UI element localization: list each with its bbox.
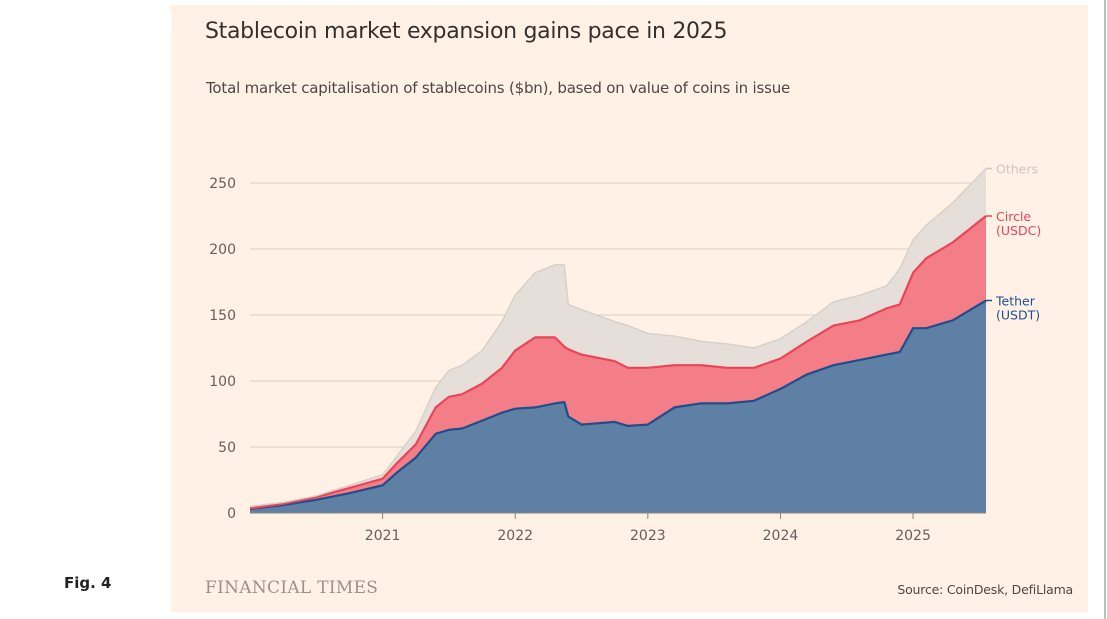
y-tick-label-50: 50 xyxy=(218,440,236,456)
x-axis: 2021 2022 2023 2024 2025 xyxy=(250,512,986,544)
chart-subtitle: Total market capitalisation of stablecoi… xyxy=(206,79,791,97)
series-labels: Tether(USDT) Circle(USDC) Others xyxy=(986,161,1041,322)
area-tether xyxy=(250,300,986,513)
chart-title: Stablecoin market expansion gains pace i… xyxy=(205,19,728,44)
area-layers xyxy=(250,168,986,513)
page-divider xyxy=(1104,0,1106,619)
y-tick-label-0: 0 xyxy=(227,506,236,522)
series-label-others: Others xyxy=(996,161,1038,176)
x-tick-label-2025: 2025 xyxy=(895,528,931,544)
y-axis: 0 50 100 150 200 250 xyxy=(209,176,236,522)
y-tick-label-250: 250 xyxy=(209,176,236,192)
stacked-area-chart: 2021 2022 2023 2024 2025 0 50 100 150 200 250 Tet… xyxy=(209,161,1041,544)
series-label-tether: Tether xyxy=(995,293,1036,308)
chart-panel: Stablecoin market expansion gains pace i… xyxy=(171,5,1088,612)
figure-label: Fig. 4 xyxy=(64,574,112,592)
x-tick-label-2023: 2023 xyxy=(630,528,666,544)
line-circle xyxy=(249,215,987,510)
series-label-circle: (USDC) xyxy=(996,223,1041,238)
line-tether xyxy=(249,299,987,511)
line-others xyxy=(249,167,987,508)
x-tick-label-2022: 2022 xyxy=(497,528,533,544)
y-tick-label-150: 150 xyxy=(209,308,236,324)
y-tick-label-200: 200 xyxy=(209,242,236,258)
x-tick-label-2024: 2024 xyxy=(763,528,799,544)
x-tick-label-2021: 2021 xyxy=(365,528,401,544)
ft-logo: FINANCIAL TIMES xyxy=(205,578,379,598)
series-label-circle: Circle xyxy=(996,209,1031,224)
source-note: Source: CoinDesk, DefiLlama xyxy=(897,582,1073,597)
y-tick-label-100: 100 xyxy=(209,374,236,390)
series-label-tether: (USDT) xyxy=(996,307,1040,322)
series-lines xyxy=(249,167,987,511)
